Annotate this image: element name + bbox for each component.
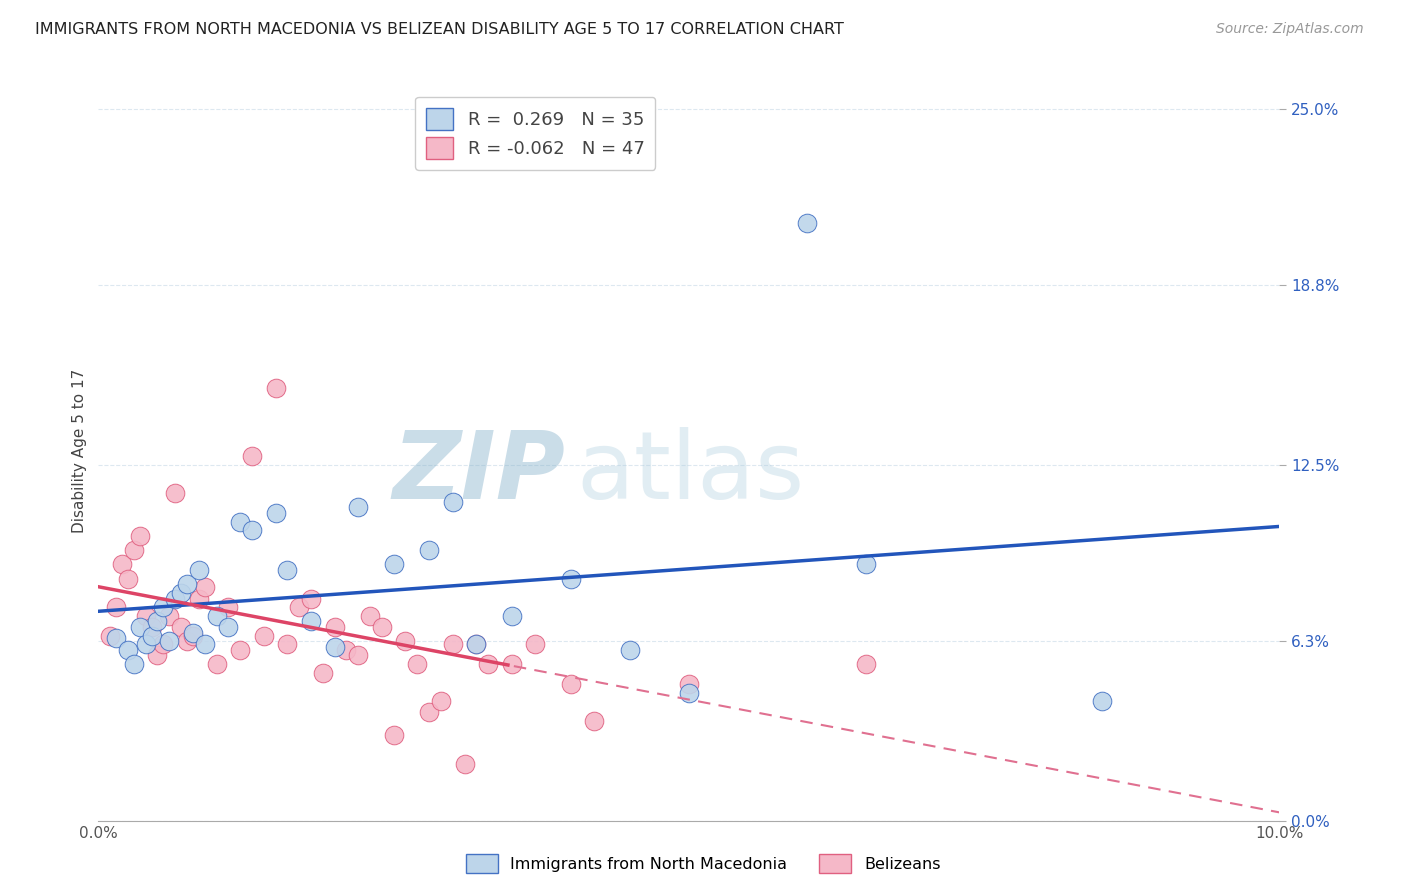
Point (194, 580, 217, 594)
Point (560, 677, 582, 691)
Point (678, 677, 700, 691)
Point (165, 591, 187, 606)
Y-axis label: Disability Age 5 to 17: Disability Age 5 to 17 (72, 368, 87, 533)
Point (371, 620, 394, 634)
Point (146, 648, 169, 663)
Point (1091, 694, 1114, 708)
Point (477, 657, 499, 671)
Point (117, 572, 139, 586)
Point (217, 620, 239, 634)
Point (181, 625, 204, 640)
Point (187, 591, 209, 606)
Point (135, 637, 157, 651)
Text: IMMIGRANTS FROM NORTH MACEDONIA VS BELIZEAN DISABILITY AGE 5 TO 17 CORRELATION C: IMMIGRANTS FROM NORTH MACEDONIA VS BELIZ… (35, 22, 844, 37)
Point (105, 632, 128, 646)
Point (465, 637, 488, 651)
Point (288, 600, 311, 615)
Point (141, 620, 163, 634)
Point (430, 694, 453, 708)
Point (170, 620, 193, 634)
Text: atlas: atlas (576, 426, 806, 518)
Point (170, 586, 193, 600)
Point (240, 523, 263, 537)
Point (152, 637, 174, 651)
Point (441, 637, 464, 651)
Point (165, 486, 187, 500)
Point (855, 558, 877, 572)
Point (276, 563, 298, 577)
Point (453, 756, 475, 771)
Point (501, 657, 523, 671)
Point (176, 577, 198, 591)
Point (347, 500, 370, 515)
Point (406, 657, 429, 671)
Point (229, 642, 252, 657)
Point (501, 608, 523, 623)
Text: ZIP: ZIP (392, 426, 565, 518)
Point (157, 608, 180, 623)
Point (855, 657, 877, 671)
Point (418, 543, 440, 558)
Point (176, 634, 198, 648)
Point (117, 642, 139, 657)
Point (194, 637, 217, 651)
Point (122, 657, 145, 671)
Point (323, 640, 346, 654)
Point (229, 515, 252, 529)
Point (524, 637, 547, 651)
Text: Source: ZipAtlas.com: Source: ZipAtlas.com (1216, 22, 1364, 37)
Legend: Immigrants from North Macedonia, Belizeans: Immigrants from North Macedonia, Belizea… (460, 847, 946, 880)
Point (394, 634, 416, 648)
Point (98, 628, 121, 642)
Point (441, 494, 464, 508)
Point (678, 685, 700, 699)
Point (382, 728, 405, 742)
Point (128, 620, 150, 634)
Point (299, 615, 322, 629)
Point (122, 543, 145, 558)
Point (276, 637, 298, 651)
Point (157, 634, 180, 648)
Point (187, 563, 209, 577)
Legend: R =  0.269   N = 35, R = -0.062   N = 47: R = 0.269 N = 35, R = -0.062 N = 47 (415, 96, 655, 169)
Point (135, 608, 157, 623)
Point (382, 558, 405, 572)
Point (253, 628, 276, 642)
Point (418, 706, 440, 720)
Point (146, 615, 169, 629)
Point (205, 657, 228, 671)
Point (264, 381, 287, 395)
Point (217, 600, 239, 615)
Point (335, 642, 357, 657)
Point (264, 506, 287, 520)
Point (312, 665, 335, 680)
Point (560, 572, 582, 586)
Point (152, 600, 174, 615)
Point (105, 600, 128, 615)
Point (181, 628, 204, 642)
Point (583, 714, 606, 728)
Point (299, 591, 322, 606)
Point (111, 558, 134, 572)
Point (796, 216, 818, 230)
Point (240, 449, 263, 463)
Point (128, 529, 150, 543)
Point (205, 608, 228, 623)
Point (141, 628, 163, 642)
Point (347, 648, 370, 663)
Point (465, 637, 488, 651)
Point (323, 620, 346, 634)
Point (619, 642, 641, 657)
Point (359, 608, 381, 623)
